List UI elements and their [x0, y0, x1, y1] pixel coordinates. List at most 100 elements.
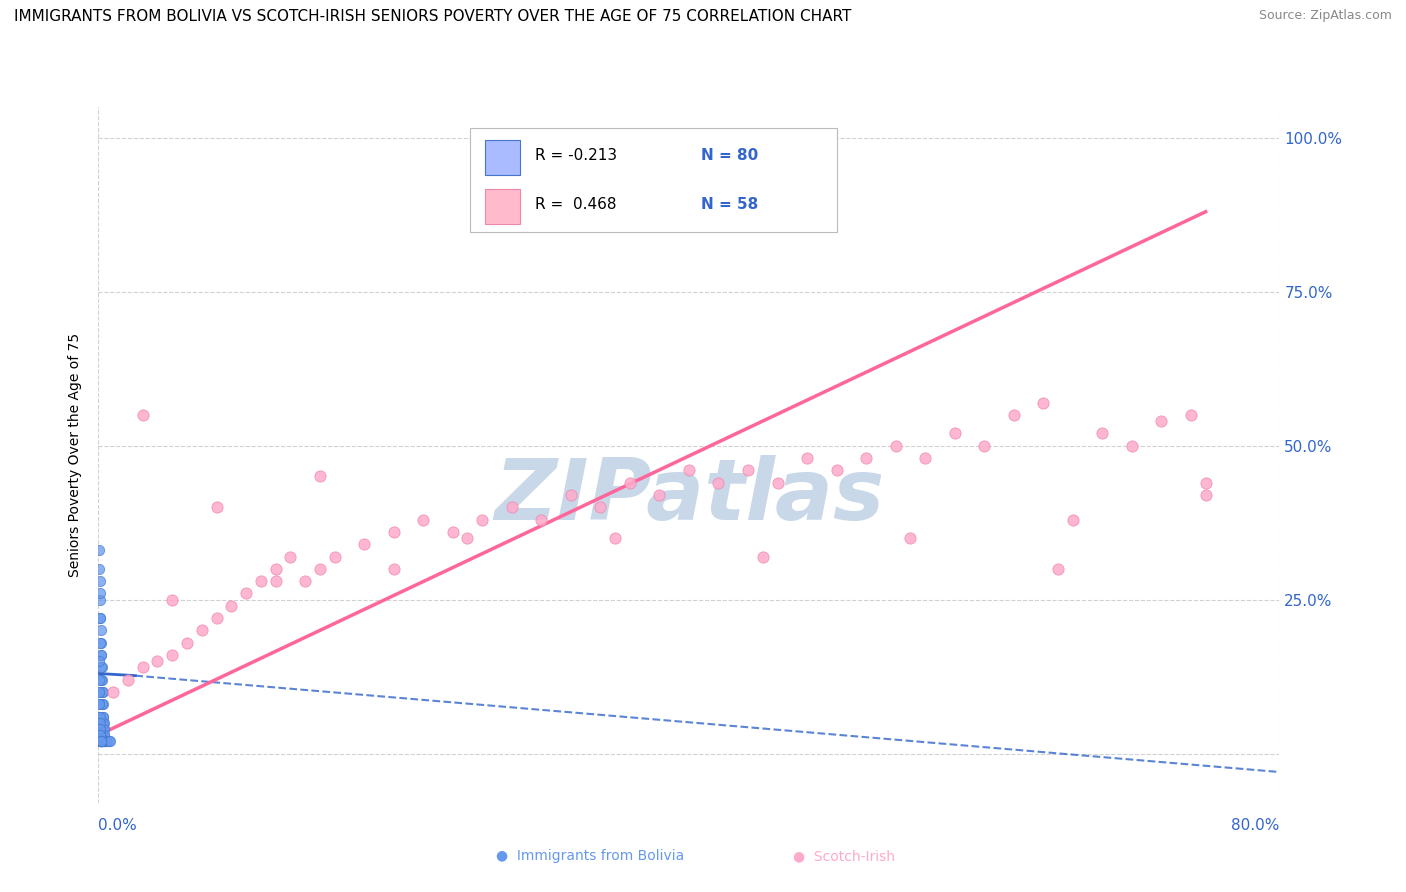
- Point: [176, 636, 198, 650]
- Point: [90, 648, 112, 662]
- Point: [309, 469, 332, 483]
- Point: [441, 524, 464, 539]
- Point: [90, 734, 112, 748]
- Point: [501, 500, 523, 515]
- Point: [900, 531, 922, 545]
- Point: [90, 660, 112, 674]
- Text: 0.0%: 0.0%: [98, 818, 138, 832]
- Point: [943, 426, 966, 441]
- Point: [96, 734, 118, 748]
- Point: [89, 715, 111, 730]
- Point: [89, 728, 111, 742]
- Point: [93, 728, 115, 742]
- Point: [91, 734, 114, 748]
- Point: [89, 734, 111, 748]
- Point: [89, 685, 111, 699]
- Text: N = 58: N = 58: [700, 197, 758, 212]
- Point: [91, 709, 114, 723]
- Point: [471, 512, 494, 526]
- Point: [132, 408, 155, 422]
- Point: [1091, 426, 1114, 441]
- Point: [90, 734, 112, 748]
- Point: [619, 475, 641, 490]
- Point: [94, 734, 117, 748]
- Point: [353, 537, 375, 551]
- Point: [796, 450, 818, 465]
- Point: [89, 715, 111, 730]
- FancyBboxPatch shape: [471, 128, 837, 232]
- Point: [90, 734, 112, 748]
- Point: [90, 734, 112, 748]
- Point: [914, 450, 936, 465]
- Point: [90, 734, 112, 748]
- Point: [530, 512, 553, 526]
- Point: [1195, 488, 1218, 502]
- Point: [91, 673, 114, 687]
- Point: [89, 654, 111, 668]
- Point: [973, 439, 995, 453]
- Point: [90, 636, 112, 650]
- Point: [89, 715, 111, 730]
- Point: [205, 500, 228, 515]
- Point: [146, 654, 169, 668]
- Point: [89, 728, 111, 742]
- Point: [605, 531, 627, 545]
- Point: [89, 611, 111, 625]
- Point: [93, 734, 115, 748]
- Point: [89, 611, 111, 625]
- Point: [264, 574, 287, 589]
- Point: [93, 728, 115, 742]
- Point: [766, 475, 789, 490]
- Point: [89, 586, 111, 600]
- Point: [90, 673, 112, 687]
- Text: R = -0.213: R = -0.213: [536, 148, 617, 163]
- Point: [162, 592, 183, 607]
- Point: [250, 574, 273, 589]
- Point: [94, 734, 117, 748]
- Point: [264, 562, 287, 576]
- Point: [93, 734, 115, 748]
- Point: [737, 463, 759, 477]
- Point: [90, 685, 112, 699]
- Point: [294, 574, 316, 589]
- Point: [89, 722, 111, 736]
- Point: [278, 549, 302, 564]
- Y-axis label: Seniors Poverty Over the Age of 75: Seniors Poverty Over the Age of 75: [69, 333, 83, 577]
- Point: [98, 734, 121, 748]
- Point: [89, 574, 111, 589]
- Text: R =  0.468: R = 0.468: [536, 197, 617, 212]
- Point: [309, 562, 332, 576]
- Point: [456, 531, 478, 545]
- Point: [191, 624, 214, 638]
- Point: [132, 660, 155, 674]
- Point: [89, 636, 111, 650]
- Point: [89, 562, 111, 576]
- Point: [1121, 439, 1143, 453]
- Text: ●  Scotch-Irish: ● Scotch-Irish: [793, 849, 894, 863]
- Point: [648, 488, 671, 502]
- Point: [1032, 395, 1054, 409]
- Point: [89, 722, 111, 736]
- Point: [91, 715, 114, 730]
- Point: [90, 734, 112, 748]
- Point: [678, 463, 700, 477]
- Text: Source: ZipAtlas.com: Source: ZipAtlas.com: [1258, 9, 1392, 22]
- Point: [89, 709, 111, 723]
- Text: N = 80: N = 80: [700, 148, 758, 163]
- Point: [90, 734, 112, 748]
- Point: [91, 734, 114, 748]
- Point: [91, 734, 114, 748]
- Point: [91, 709, 114, 723]
- Point: [235, 586, 257, 600]
- Point: [1150, 414, 1173, 428]
- Point: [412, 512, 434, 526]
- Point: [91, 698, 114, 712]
- Point: [90, 648, 112, 662]
- Point: [560, 488, 582, 502]
- Point: [707, 475, 730, 490]
- Point: [90, 734, 112, 748]
- Point: [89, 728, 111, 742]
- Point: [89, 722, 111, 736]
- Point: [94, 734, 117, 748]
- Point: [90, 734, 112, 748]
